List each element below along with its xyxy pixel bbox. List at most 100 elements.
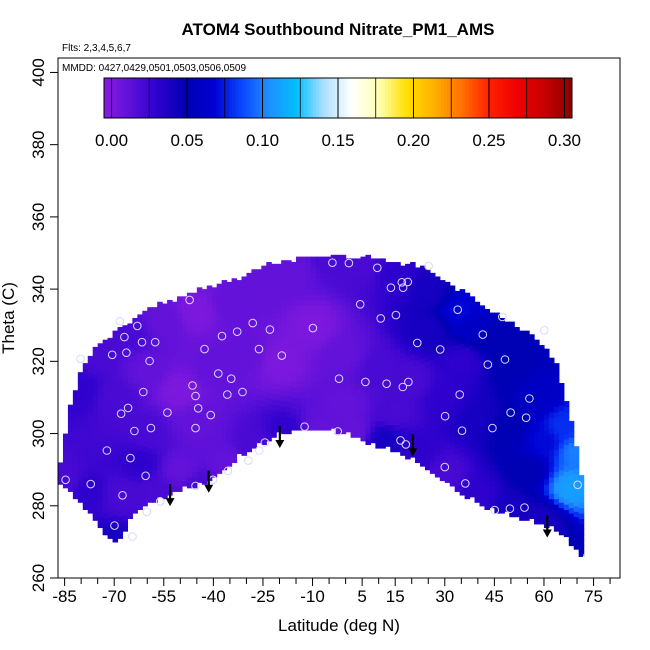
- heatmap-cell: [92, 476, 99, 483]
- heatmap-cell: [484, 395, 491, 402]
- heatmap-cell: [509, 511, 515, 518]
- heatmap-cell: [335, 298, 342, 305]
- heatmap-cell: [380, 437, 386, 444]
- heatmap-cell: [92, 422, 99, 429]
- heatmap-cell: [325, 262, 332, 269]
- heatmap-cell: [216, 386, 223, 393]
- heatmap-cell: [196, 298, 203, 305]
- heatmap-cell: [539, 426, 545, 433]
- heatmap-cell: [97, 511, 104, 518]
- heatmap-cell: [231, 316, 238, 323]
- heatmap-cell: [415, 386, 421, 393]
- heatmap-cell: [112, 433, 119, 440]
- heatmap-cell: [137, 471, 143, 478]
- heatmap-cell: [127, 453, 133, 460]
- heatmap-cell: [162, 449, 168, 456]
- heatmap-cell: [226, 357, 233, 364]
- heatmap-cell: [415, 440, 421, 447]
- heatmap-cell: [261, 352, 267, 359]
- heatmap-cell: [519, 411, 525, 418]
- heatmap-cell: [365, 265, 372, 272]
- heatmap-cell: [315, 289, 322, 296]
- heatmap-cell: [410, 289, 416, 296]
- colorbar-segment: [540, 78, 545, 118]
- heatmap-cell: [87, 355, 94, 362]
- heatmap-cell: [286, 298, 292, 305]
- heatmap-cell: [553, 482, 560, 489]
- sample-point: [521, 413, 531, 423]
- heatmap-cell: [370, 290, 376, 297]
- heatmap-cell: [340, 352, 347, 359]
- heatmap-cell: [449, 464, 456, 471]
- heatmap-cell: [117, 532, 124, 539]
- heatmap-cell: [524, 406, 530, 413]
- colorbar-segment: [494, 78, 498, 118]
- heatmap-cell: [300, 316, 307, 323]
- heatmap-cell: [231, 348, 238, 355]
- colorbar-segment: [366, 78, 370, 118]
- heatmap-cell: [390, 332, 396, 339]
- heatmap-cell: [529, 431, 535, 438]
- heatmap-cell: [206, 410, 213, 417]
- heatmap-cell: [162, 357, 168, 364]
- heatmap-cell: [72, 455, 79, 462]
- heatmap-cell: [211, 336, 218, 343]
- heatmap-cell: [350, 388, 357, 395]
- heatmap-cell: [400, 417, 406, 424]
- heatmap-cell: [236, 410, 243, 417]
- heatmap-cell: [281, 379, 287, 386]
- heatmap-cell: [504, 337, 510, 344]
- heatmap-cell: [157, 431, 163, 438]
- heatmap-cell: [360, 381, 367, 388]
- heatmap-cell: [276, 301, 282, 308]
- heatmap-cell: [479, 429, 486, 436]
- heatmap-cell: [157, 377, 163, 384]
- heatmap-cell: [405, 448, 411, 455]
- heatmap-cell: [97, 408, 104, 415]
- heatmap-cell: [167, 473, 173, 480]
- heatmap-cell: [226, 314, 233, 321]
- heatmap-cell: [241, 352, 248, 359]
- heatmap-cell: [370, 431, 376, 438]
- heatmap-cell: [489, 437, 495, 444]
- heatmap-cell: [216, 289, 223, 296]
- colorbar-segment: [459, 78, 464, 118]
- heatmap-cell: [439, 453, 446, 460]
- heatmap-cell: [231, 332, 238, 339]
- heatmap-cell: [177, 442, 183, 449]
- heatmap-cell: [102, 377, 109, 384]
- heatmap-cell: [405, 285, 411, 292]
- colorbar-segment: [110, 78, 114, 118]
- heatmap-cell: [211, 373, 218, 380]
- heatmap-cell: [499, 507, 505, 514]
- heatmap-cell: [439, 388, 446, 395]
- heatmap-cell: [464, 292, 471, 299]
- heatmap-cell: [122, 466, 129, 473]
- heatmap-cell: [360, 429, 367, 436]
- heatmap-cell: [286, 395, 292, 402]
- heatmap-cell: [310, 272, 317, 279]
- heatmap-cell: [370, 296, 376, 303]
- heatmap-cell: [152, 437, 158, 444]
- heatmap-cell: [266, 283, 272, 290]
- heatmap-cell: [543, 386, 550, 393]
- colorbar-segment: [344, 78, 348, 118]
- sample-point: [573, 480, 583, 490]
- heatmap-cell: [201, 381, 208, 388]
- heatmap-cell: [365, 379, 372, 386]
- heatmap-cell: [310, 354, 317, 361]
- heatmap-cell: [355, 361, 362, 368]
- heatmap-cell: [390, 402, 396, 409]
- heatmap-cell: [97, 478, 104, 485]
- heatmap-cell: [172, 377, 178, 384]
- heatmap-cell: [464, 373, 471, 380]
- heatmap-cell: [206, 372, 213, 379]
- heatmap-cell: [424, 290, 431, 297]
- heatmap-cell: [395, 337, 401, 344]
- heatmap-cell: [241, 319, 248, 326]
- heatmap-cell: [271, 383, 277, 390]
- heatmap-cell: [112, 503, 119, 510]
- heatmap-cell: [444, 417, 451, 424]
- sample-point: [191, 423, 200, 433]
- heatmap-cell: [434, 336, 441, 343]
